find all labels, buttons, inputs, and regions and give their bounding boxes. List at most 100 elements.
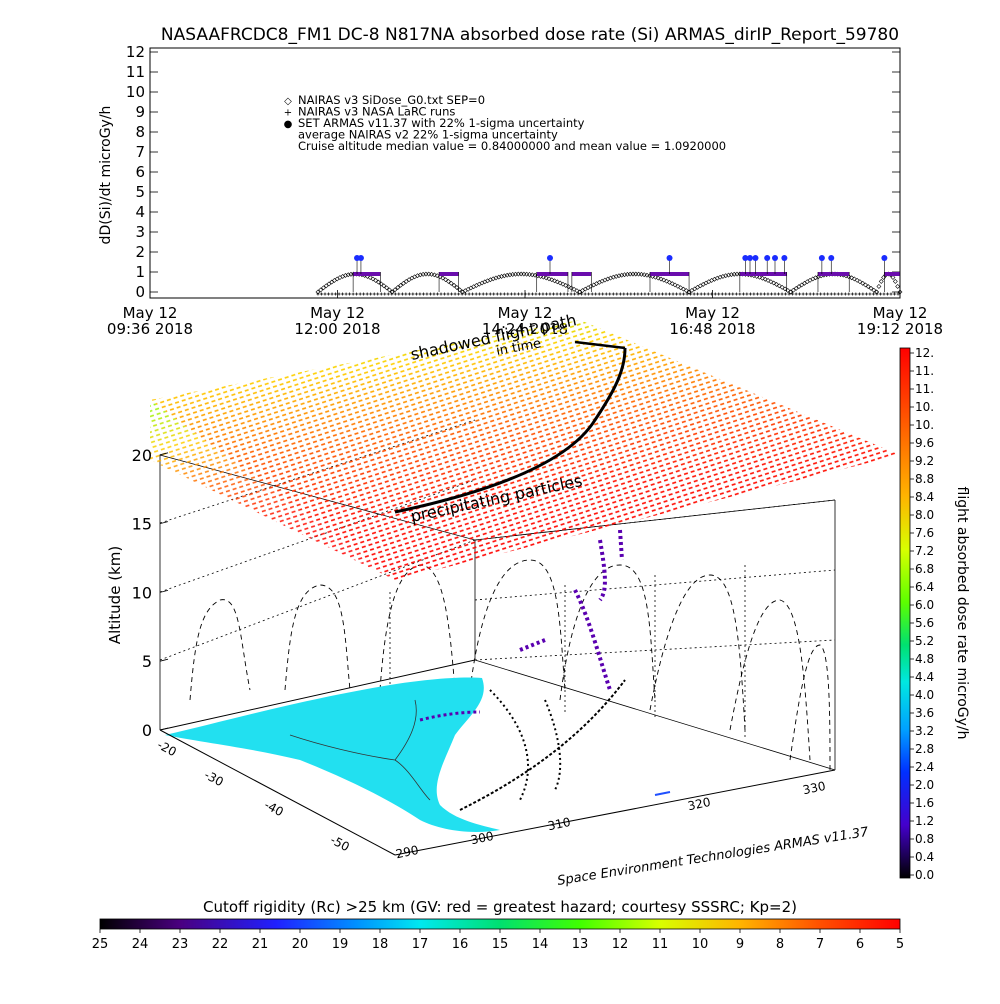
larc-baseline-point xyxy=(893,292,897,296)
larc-baseline-point xyxy=(706,292,710,296)
sep0-point xyxy=(440,275,446,281)
sep0-point xyxy=(616,273,622,279)
sep0-point xyxy=(892,278,898,284)
sep0-point xyxy=(465,286,471,292)
legend-symbol: + xyxy=(284,108,292,119)
sep0-point xyxy=(759,275,765,281)
sep0-point xyxy=(571,286,577,292)
altitude-tick-mark xyxy=(159,727,169,731)
larc-baseline-point xyxy=(432,292,436,296)
globe-plot-ylabel: Altitude (km) xyxy=(106,546,124,644)
larc-baseline-point xyxy=(460,292,464,296)
larc-baseline-point xyxy=(833,292,837,296)
right-colorbar-tick-label: 2.8 xyxy=(915,742,934,756)
sep0-point xyxy=(765,278,771,283)
y-tick-label: 11 xyxy=(126,63,145,81)
larc-baseline-point xyxy=(759,292,763,296)
sep0-point xyxy=(580,288,585,293)
larc-baseline-point xyxy=(668,292,672,296)
sep0-point xyxy=(683,288,689,293)
altitude-tick-label: 5 xyxy=(142,652,152,671)
sep0-point xyxy=(863,282,868,288)
larc-baseline-point xyxy=(495,292,499,296)
right-colorbar-ticks: 12. 11. 11. 10. 10. 9.6 9.2 8.8 8.4 8.0 7.6 7.2 6.8 6… xyxy=(910,346,934,882)
larc-baseline-point xyxy=(836,292,840,296)
larc-baseline-point xyxy=(780,292,784,296)
sep0-point xyxy=(529,272,535,278)
larc-baseline-point xyxy=(485,292,489,296)
legend-symbol: ● xyxy=(284,119,293,130)
larc-baseline-point xyxy=(566,292,570,296)
bottom-colorbar-tick-label: 21 xyxy=(252,937,269,952)
armas-point xyxy=(881,255,888,261)
legend-entry: SET ARMAS v11.37 with 22% 1-sigma uncert… xyxy=(298,116,585,130)
y-tick-label: 5 xyxy=(135,183,145,201)
sep0-point xyxy=(633,271,639,277)
sep0-point xyxy=(398,282,404,288)
sep0-point xyxy=(326,281,332,287)
sep0-point xyxy=(588,283,594,289)
sep0-point xyxy=(471,284,477,290)
larc-baseline-point xyxy=(608,292,612,296)
larc-baseline-point xyxy=(464,292,468,296)
bottom-colorbar-ticks: 25 24 23 22 21 20 19 18 17 16 15 14 13 12 11 10 9 8 7 6 5 xyxy=(92,929,904,952)
longitude-tick-label: 310 xyxy=(547,815,572,833)
larc-baseline-point xyxy=(784,292,788,296)
larc-baseline-point xyxy=(393,292,397,296)
bottom-colorbar-tick-label: 17 xyxy=(412,937,429,952)
larc-baseline-point xyxy=(573,292,577,296)
larc-baseline-point xyxy=(453,292,457,296)
sep0-point xyxy=(552,278,558,284)
sep0-point xyxy=(757,274,763,280)
sep0-point xyxy=(334,276,340,282)
sep0-point xyxy=(329,279,335,285)
sep0-point xyxy=(437,274,443,280)
sep0-point xyxy=(373,278,379,283)
bottom-colorbar-tick-label: 7 xyxy=(816,937,824,952)
larc-baseline-point xyxy=(344,292,348,296)
right-colorbar-tick-label: 4.8 xyxy=(915,652,934,666)
larc-baseline-point xyxy=(467,292,471,296)
larc-baseline-point xyxy=(555,292,559,296)
armas-series xyxy=(354,255,888,274)
sep0-point xyxy=(367,275,373,280)
sep0-point xyxy=(641,272,647,278)
sep0-point xyxy=(448,280,454,286)
larc-baseline-point xyxy=(544,292,548,296)
sep0-point xyxy=(664,278,670,284)
larc-baseline-point xyxy=(808,292,812,296)
sep0-point xyxy=(378,281,384,287)
larc-baseline-point xyxy=(390,292,394,296)
larc-baseline-point xyxy=(569,292,573,296)
larc-baseline-point xyxy=(559,292,563,296)
larc-baseline-point xyxy=(889,292,893,296)
larc-baseline-point xyxy=(450,292,454,296)
larc-baseline-point xyxy=(341,292,345,296)
larc-baseline-point xyxy=(819,292,823,296)
larc-baseline-point xyxy=(871,292,875,296)
larc-baseline-point xyxy=(682,292,686,296)
larc-baseline-point xyxy=(443,292,447,296)
larc-baseline-point xyxy=(840,292,844,296)
latitude-tick-label: -50 xyxy=(328,833,352,855)
larc-baseline-point xyxy=(671,292,675,296)
sep0-point xyxy=(669,281,675,287)
larc-baseline-point xyxy=(766,292,770,296)
globe-plot: Altitude (km) 0 5 10 15 20 -20 -30 -40 -50 290 3… xyxy=(106,310,900,889)
larc-baseline-point xyxy=(509,292,513,296)
larc-baseline-point xyxy=(530,292,534,296)
sep0-point xyxy=(431,272,437,278)
longitude-ticks: 290 300 310 320 330 xyxy=(395,779,827,861)
larc-baseline-point xyxy=(636,292,640,296)
larc-baseline-point xyxy=(488,292,492,296)
larc-baseline-point xyxy=(713,292,717,296)
bottom-colorbar-tick-label: 12 xyxy=(612,937,629,952)
sep0-point xyxy=(655,275,661,281)
bottom-colorbar-tick-label: 18 xyxy=(372,937,389,952)
right-colorbar-tick-label: 6.0 xyxy=(915,598,934,612)
altitude-traces xyxy=(189,559,831,771)
sep0-point xyxy=(496,274,502,280)
larc-baseline-point xyxy=(425,292,429,296)
sep0-point xyxy=(644,272,650,278)
